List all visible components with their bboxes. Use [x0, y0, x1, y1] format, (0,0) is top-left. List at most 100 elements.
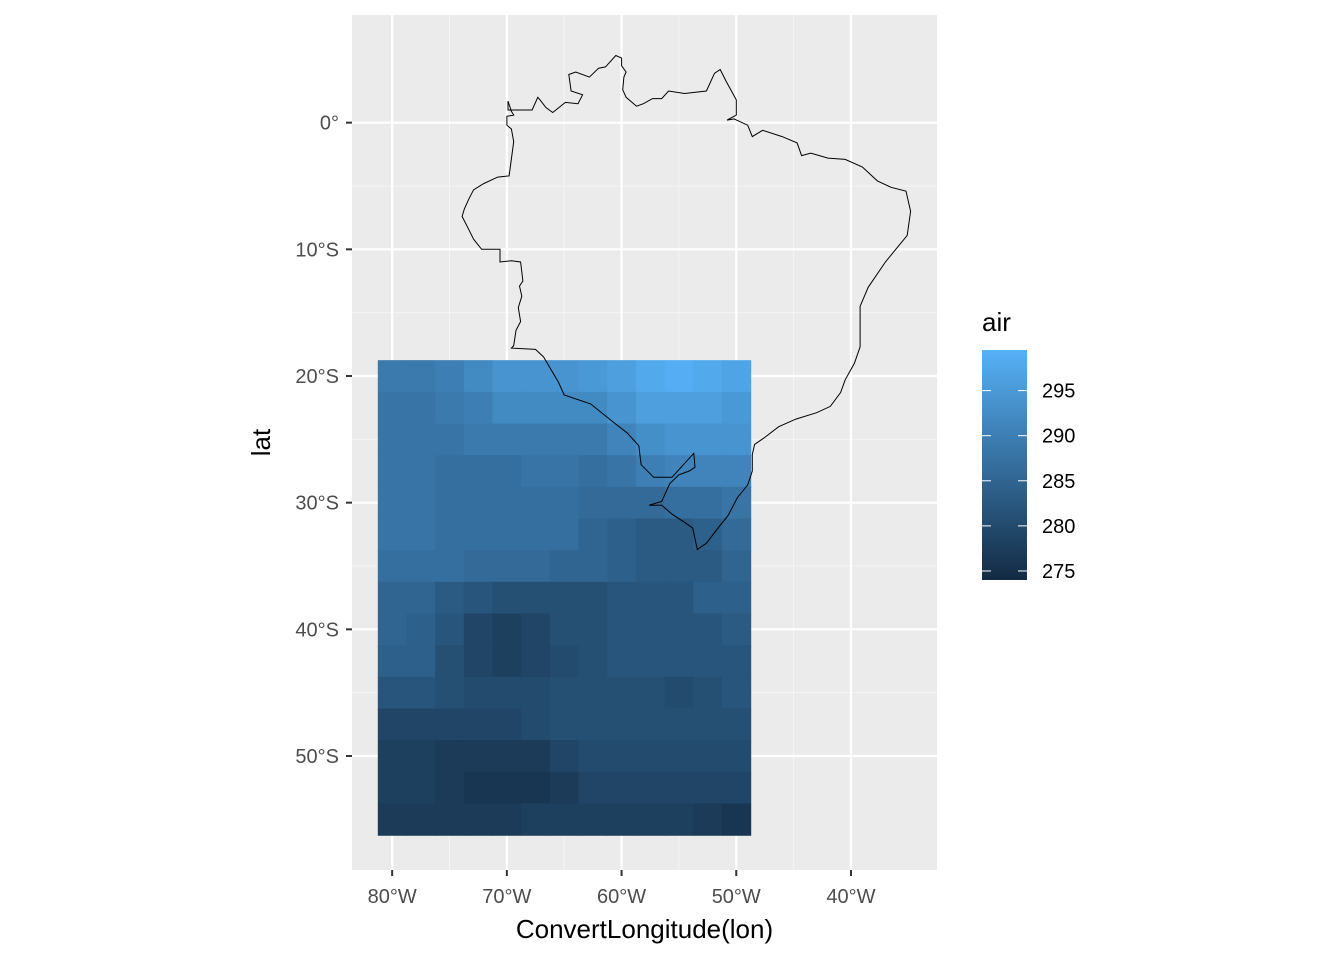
heatmap-tile [492, 581, 522, 615]
heatmap-tile [463, 550, 494, 583]
heatmap-tile [377, 740, 408, 773]
y-axis: 0° 10°S 20°S 30°S 40°S 50°S [295, 113, 352, 768]
heatmap-tile [693, 803, 723, 836]
heatmap-tile [549, 423, 580, 456]
heatmap-tile [377, 391, 408, 425]
heatmap-tile [435, 645, 465, 678]
heatmap-tile [578, 360, 608, 393]
heatmap-tile [377, 645, 408, 678]
heatmap-tile [435, 455, 465, 488]
heatmap-tile [521, 360, 551, 393]
heatmap-tile [549, 486, 580, 520]
heatmap-tile [492, 676, 522, 710]
heatmap-tile [549, 803, 580, 836]
heatmap-tile [693, 391, 723, 425]
heatmap-tile [578, 518, 608, 551]
heatmap-tile [377, 550, 408, 583]
heatmap-tile [521, 518, 551, 551]
heatmap-tile [607, 803, 637, 836]
legend-colorbar [982, 350, 1027, 580]
heatmap-tile [693, 645, 723, 678]
heatmap-tile [578, 803, 608, 836]
heatmap-tile [521, 740, 551, 773]
heatmap-tile [463, 486, 494, 520]
heatmap-tile [721, 360, 752, 393]
heatmap-tile [549, 676, 580, 710]
heatmap-tile [463, 391, 494, 425]
heatmap-tile [721, 740, 752, 773]
heatmap-tile [549, 391, 580, 425]
heatmap-tile [635, 550, 666, 583]
heatmap-tile [521, 455, 551, 488]
heatmap-tile [607, 676, 637, 710]
heatmap-tile [635, 486, 666, 520]
heatmap-tile [664, 645, 694, 678]
heatmap-tile [521, 708, 551, 741]
heatmap-tile [377, 423, 408, 456]
heatmap-tile [607, 518, 637, 551]
heatmap-tile [435, 613, 465, 646]
heatmap-tile [492, 486, 522, 520]
country-border-outline [461, 54, 912, 551]
heatmap-tile [463, 423, 494, 456]
y-tick-label: 30°S [295, 493, 339, 515]
heatmap-tile [377, 613, 408, 646]
heatmap-tile [664, 613, 694, 646]
heatmap-tile [463, 360, 494, 393]
heatmap-tile [492, 391, 522, 425]
heatmap-tile [607, 708, 637, 741]
heatmap-tile [463, 676, 494, 710]
heatmap-tile [406, 581, 436, 615]
heatmap-tile [435, 391, 465, 425]
heatmap-tile [693, 486, 723, 520]
heatmap-tile [721, 581, 752, 615]
heatmap-tile [492, 360, 522, 393]
heatmap-tile [635, 518, 666, 551]
heatmap-tile [664, 518, 694, 551]
heatmap-tile [435, 771, 465, 805]
legend-break-label: 290 [1042, 426, 1075, 448]
heatmap-tile [492, 613, 522, 646]
heatmap-tile [492, 518, 522, 551]
heatmap-tile [721, 423, 752, 456]
legend-break-label: 295 [1042, 381, 1075, 403]
heatmap-tile [435, 803, 465, 836]
heatmap-tile [521, 613, 551, 646]
heatmap-tile [549, 360, 580, 393]
heatmap-tile [377, 581, 408, 615]
heatmap-tile [578, 581, 608, 615]
heatmap-tile [435, 708, 465, 741]
heatmap-tile [664, 676, 694, 710]
heatmap-tile [406, 360, 436, 393]
heatmap-tile [664, 486, 694, 520]
heatmap-tile [721, 803, 752, 836]
heatmap-tile [435, 581, 465, 615]
heatmap-tile [521, 645, 551, 678]
heatmap-tile [578, 676, 608, 710]
heatmap-tile [607, 455, 637, 488]
heatmap-tile [607, 486, 637, 520]
heatmap-tile [721, 518, 752, 551]
heatmap-tile [406, 740, 436, 773]
heatmap-tile [406, 708, 436, 741]
heatmap-tile [406, 676, 436, 710]
heatmap-tile [607, 391, 637, 425]
heatmap-tile [635, 708, 666, 741]
heatmap-tile [607, 645, 637, 678]
heatmap-tile [721, 550, 752, 583]
legend-breaks: 295 290 285 280 275 [982, 381, 1075, 583]
heatmap-tile [607, 613, 637, 646]
legend-title: air [982, 307, 1011, 337]
heatmap-tile [635, 645, 666, 678]
heatmap-tile [635, 581, 666, 615]
heatmap-tile [635, 423, 666, 456]
y-tick-label: 0° [320, 113, 339, 135]
heatmap-tile [377, 518, 408, 551]
heatmap-tile [664, 771, 694, 805]
heatmap-tile [377, 455, 408, 488]
heatmap-tile [435, 740, 465, 773]
heatmap-tile [435, 423, 465, 456]
heatmap-tile [664, 740, 694, 773]
y-tick-label: 50°S [295, 746, 339, 768]
heatmap-tile [492, 455, 522, 488]
